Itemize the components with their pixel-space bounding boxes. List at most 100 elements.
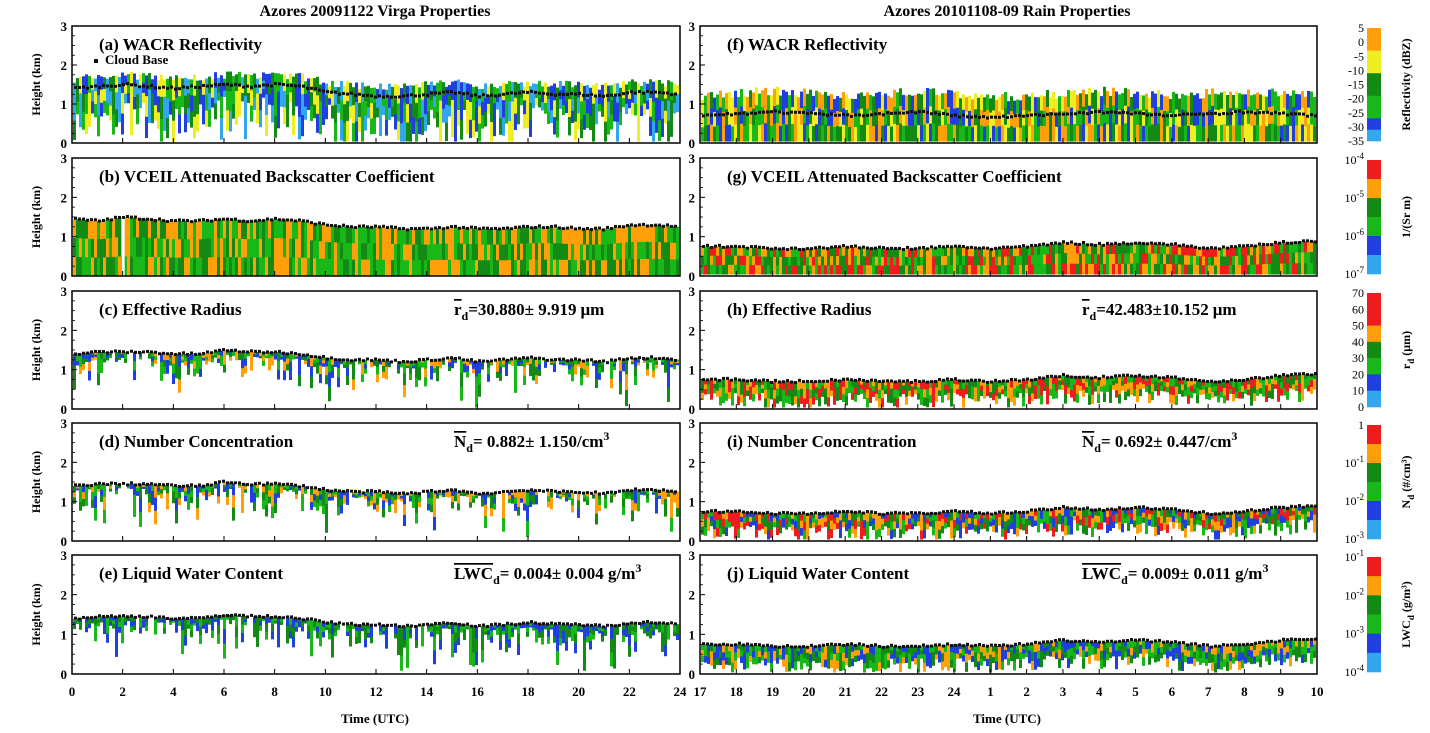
heatmap-cell	[193, 368, 196, 377]
heatmap-cell	[658, 622, 661, 627]
heatmap-cell	[586, 360, 589, 367]
heatmap-cell	[112, 75, 115, 96]
heatmap-cell	[986, 265, 989, 275]
cloud-base-point	[270, 218, 273, 222]
heatmap-cell	[782, 106, 785, 125]
heatmap-cell	[271, 89, 274, 106]
heatmap-cell	[580, 629, 583, 633]
cloud-base-point	[130, 481, 133, 485]
y-tick-label: 1	[61, 495, 68, 510]
cloud-base-point	[478, 492, 481, 496]
heatmap-cell	[205, 617, 208, 624]
cloud-base-point	[406, 360, 409, 364]
heatmap-cell	[334, 242, 337, 260]
y-tick-label: 1	[61, 363, 68, 378]
heatmap-cell	[376, 259, 379, 277]
heatmap-cell	[770, 265, 773, 275]
heatmap-cell	[226, 497, 229, 505]
cloud-base-point	[610, 358, 613, 362]
heatmap-cell	[815, 256, 818, 266]
heatmap-cell	[439, 80, 442, 102]
heatmap-cell	[220, 238, 223, 258]
panel-b-cloud-base	[74, 214, 677, 232]
cloud-base-point	[318, 88, 321, 92]
heatmap-cell	[346, 259, 349, 277]
cloud-base-point	[106, 217, 109, 221]
heatmap-cell	[130, 485, 133, 488]
cloud-base-point	[410, 624, 413, 628]
heatmap-cell	[553, 363, 556, 369]
heatmap-cell	[917, 265, 920, 275]
heatmap-cell	[836, 256, 839, 266]
heatmap-cell	[415, 260, 418, 277]
heatmap-cell	[1262, 95, 1265, 112]
heatmap-cell	[604, 121, 607, 142]
heatmap-cell	[463, 227, 466, 245]
heatmap-cell	[532, 490, 535, 496]
heatmap-cell	[634, 224, 637, 243]
heatmap-cell	[364, 639, 367, 648]
heatmap-cell	[331, 634, 334, 647]
heatmap-cell	[268, 357, 271, 365]
heatmap-cell	[520, 82, 523, 91]
heatmap-cell	[475, 228, 478, 245]
heatmap-cell	[424, 260, 427, 277]
heatmap-cell	[418, 228, 421, 246]
panel-f-cloud-base	[702, 109, 1317, 120]
heatmap-cell	[418, 492, 421, 498]
cloud-base-point	[374, 95, 377, 99]
heatmap-cell	[550, 243, 553, 261]
cloud-base-point	[422, 623, 425, 627]
heatmap-cell	[214, 219, 217, 239]
heatmap-cell	[583, 100, 586, 116]
heatmap-cell	[989, 98, 992, 114]
heatmap-cell	[490, 508, 493, 517]
heatmap-cell	[746, 97, 749, 113]
heatmap-cell	[223, 364, 226, 373]
heatmap-cell	[241, 351, 244, 361]
heatmap-cell	[181, 220, 184, 240]
cloud-base-point	[142, 84, 145, 88]
heatmap-cell	[607, 260, 610, 277]
heatmap-cell	[526, 627, 529, 633]
heatmap-cell	[133, 97, 136, 110]
heatmap-cell	[142, 83, 145, 94]
cloud-base-point	[670, 489, 673, 493]
heatmap-cell	[394, 228, 397, 245]
heatmap-cell	[337, 242, 340, 260]
cloud-base-point	[334, 90, 337, 94]
heatmap-cell	[610, 114, 613, 130]
heatmap-cell	[190, 111, 193, 128]
heatmap-cell	[511, 628, 514, 633]
cloud-base-point	[414, 94, 417, 98]
cloud-base-point	[582, 227, 585, 231]
panel-d-title: (d) Number Concentration	[99, 432, 294, 451]
heatmap-cell	[295, 622, 298, 628]
heatmap-cell	[460, 493, 463, 496]
heatmap-cell	[667, 120, 670, 142]
heatmap-cell	[244, 239, 247, 259]
heatmap-cell	[932, 256, 935, 266]
heatmap-cell	[583, 85, 586, 101]
heatmap-cell	[457, 109, 460, 126]
heatmap-cell	[283, 219, 286, 239]
heatmap-cell	[613, 83, 616, 97]
heatmap-cell	[496, 102, 499, 110]
heatmap-cell	[109, 355, 112, 359]
heatmap-cell	[268, 351, 271, 359]
heatmap-cell	[343, 259, 346, 277]
cloud-base-point	[566, 226, 569, 230]
heatmap-cell	[415, 492, 418, 504]
heatmap-cell	[634, 632, 637, 643]
heatmap-cell	[202, 621, 205, 626]
heatmap-cell	[127, 83, 130, 94]
heatmap-cell	[1205, 106, 1208, 125]
heatmap-cell	[592, 85, 595, 105]
heatmap-cell	[550, 503, 553, 510]
cloud-base-point	[634, 487, 637, 491]
heatmap-cell	[544, 361, 547, 366]
heatmap-cell	[415, 121, 418, 142]
cloud-base-point	[614, 224, 617, 228]
heatmap-cell	[932, 88, 935, 107]
cloud-base-point	[674, 490, 677, 494]
